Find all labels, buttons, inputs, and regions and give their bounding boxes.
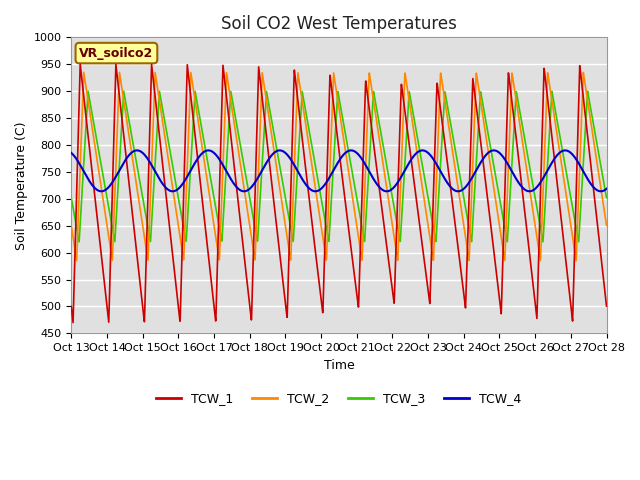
TCW_2	[273, 167, 281, 172]
TCW_4	[129, 149, 136, 155]
TCW_1	[273, 226, 281, 231]
TCW_3	[603, 195, 611, 201]
TCW_1	[161, 178, 168, 184]
TCW_2	[67, 223, 75, 228]
TCW_1	[76, 61, 84, 67]
TCW_4	[296, 172, 304, 178]
Line: TCW_3: TCW_3	[71, 91, 607, 242]
TCW_3	[84, 88, 92, 94]
TCW_4	[603, 186, 611, 192]
TCW_2	[603, 223, 611, 228]
TCW_2	[296, 84, 304, 90]
TCW_1	[69, 320, 77, 325]
TCW_4	[67, 150, 75, 156]
TCW_2	[80, 70, 88, 75]
TCW_3	[535, 215, 543, 220]
TCW_2	[593, 156, 600, 161]
TCW_3	[67, 195, 75, 201]
TCW_4	[273, 148, 281, 154]
TCW_2	[73, 258, 81, 264]
TCW_1	[296, 117, 304, 123]
Text: VR_soilco2: VR_soilco2	[79, 47, 154, 60]
Y-axis label: Soil Temperature (C): Soil Temperature (C)	[15, 121, 28, 250]
TCW_3	[593, 137, 600, 143]
TCW_1	[67, 304, 75, 310]
Line: TCW_4: TCW_4	[71, 150, 607, 192]
TCW_1	[535, 254, 543, 260]
TCW_3	[161, 117, 168, 122]
TCW_4	[593, 187, 600, 192]
TCW_4	[169, 189, 177, 194]
TCW_1	[603, 303, 611, 309]
TCW_2	[535, 246, 543, 252]
TCW_1	[593, 211, 600, 217]
TCW_3	[273, 147, 281, 153]
Title: Soil CO2 West Temperatures: Soil CO2 West Temperatures	[221, 15, 457, 33]
Line: TCW_2: TCW_2	[71, 72, 607, 261]
TCW_1	[129, 214, 136, 219]
TCW_2	[129, 157, 136, 163]
Legend: TCW_1, TCW_2, TCW_3, TCW_4: TCW_1, TCW_2, TCW_3, TCW_4	[151, 387, 527, 410]
TCW_3	[76, 239, 83, 245]
TCW_3	[296, 123, 304, 129]
X-axis label: Time: Time	[323, 359, 355, 372]
TCW_2	[161, 131, 168, 137]
TCW_3	[129, 139, 136, 144]
TCW_4	[535, 182, 543, 188]
TCW_4	[161, 183, 168, 189]
Line: TCW_1: TCW_1	[71, 64, 607, 323]
TCW_4	[133, 147, 141, 153]
